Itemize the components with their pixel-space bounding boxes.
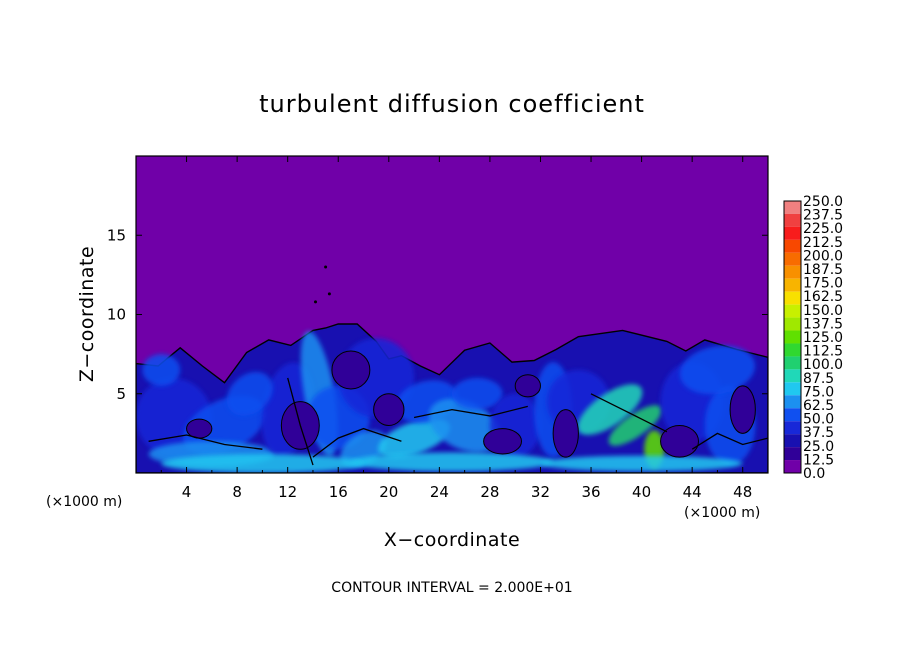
colorbar-label: 175.0 [803,276,843,292]
colorbar-swatch [784,343,801,357]
x-tick-label: 24 [430,483,449,501]
x-tick-label: 36 [581,483,600,501]
colorbar-label: 37.5 [803,425,834,441]
colorbar-label: 250.0 [803,194,843,210]
colorbar-swatch [784,239,801,253]
colorbar-frame [783,200,802,474]
colorbar-swatch [784,395,801,409]
contour-dot [313,300,317,304]
x-axis-label: X−coordinate [384,529,520,551]
eddy-region [679,345,756,395]
low-value-pocket [331,350,371,390]
colorbar-label: 137.5 [803,316,843,332]
contour-line [413,405,528,419]
colorbar-label: 187.5 [803,262,843,278]
colorbar-label: 162.5 [803,289,843,305]
colorbar-swatch [784,201,801,214]
colorbar-label: 75.0 [803,384,834,400]
contour-dot [327,292,331,296]
chart-title: turbulent diffusion coefficient [259,90,645,118]
colorbar-swatch [784,434,801,448]
x-tick-label: 16 [329,483,348,501]
colorbar-swatch [784,265,801,279]
eddy-region [161,453,364,473]
low-value-pocket [483,428,523,455]
low-value-pocket [552,409,579,458]
y-axis-label: Z−coordinate [76,246,98,382]
colorbar-label: 100.0 [803,357,843,373]
colorbar-label: 112.5 [803,344,843,360]
eddy-region [428,398,501,453]
contour-dot [324,265,328,269]
eddy-region [350,452,554,472]
colorbar-swatch [784,330,801,344]
colorbar-swatch [784,421,801,435]
plot-area [136,156,768,473]
colorbar-swatch [784,226,801,240]
low-value-pocket [660,424,699,458]
eddy-region [577,384,643,435]
contour-line [590,393,668,433]
contour-line [148,434,263,450]
colorbar-swatch [784,213,801,227]
x-unit-right: (×1000 m) [684,505,760,521]
contour-line [287,377,314,466]
x-axis: 4 8 12 16 20 24 28 32 36 40 44 48 [160,156,752,501]
low-value-pocket [729,385,756,434]
colorbar-swatch [784,304,801,318]
colorbar-label: 212.5 [803,235,843,251]
y-axis: 5 10 15 [107,226,768,403]
y-tick-label: 15 [107,226,126,244]
colorbar-label: 200.0 [803,248,843,264]
colorbar-label: 50.0 [803,412,834,428]
turbulence-field [136,265,768,473]
x-tick-label: 4 [182,483,192,501]
x-tick-label: 8 [232,483,242,501]
contour-line [691,432,768,450]
colorbar-swatch [784,317,801,331]
colorbar: 250.0237.5225.0212.5200.0187.5175.0162.5… [783,194,843,482]
colorbar-swatch [784,447,801,461]
y-tick-label: 5 [116,385,126,403]
colorbar-label: 237.5 [803,208,843,224]
colorbar-label: 87.5 [803,371,834,387]
x-tick-label: 40 [632,483,651,501]
colorbar-swatch [784,356,801,370]
x-tick-label: 12 [278,483,297,501]
colorbar-swatch [784,278,801,292]
x-tick-label: 28 [480,483,499,501]
eddy-region [378,418,451,458]
colorbar-swatch [784,291,801,305]
eddy-region [142,354,181,386]
x-tick-label: 20 [379,483,398,501]
colorbar-label: 0.0 [803,466,825,482]
colorbar-label: 225.0 [803,221,843,237]
colorbar-swatch [784,369,801,383]
x-tick-label: 48 [733,483,752,501]
colorbar-label: 125.0 [803,330,843,346]
colorbar-swatch [784,408,801,422]
x-unit-left: (×1000 m) [46,494,122,510]
x-tick-label: 32 [531,483,550,501]
contour-interval-note: CONTOUR INTERVAL = 2.000E+01 [331,580,572,596]
colorbar-swatch [784,252,801,266]
eddy-region [452,377,503,410]
contour-line [312,427,402,458]
eddy-region [608,405,662,446]
low-value-pocket [373,393,405,426]
colorbar-label: 25.0 [803,439,834,455]
colorbar-swatch [784,382,801,396]
colorbar-label: 150.0 [803,303,843,319]
eddy-region [226,371,273,416]
low-value-pocket [514,374,541,398]
boundary-layer-contour [136,323,768,473]
y-tick-label: 10 [107,306,126,324]
colorbar-label: 12.5 [803,452,834,468]
colorbar-label: 62.5 [803,398,834,414]
colorbar-swatch [784,460,801,473]
x-tick-label: 44 [683,483,702,501]
